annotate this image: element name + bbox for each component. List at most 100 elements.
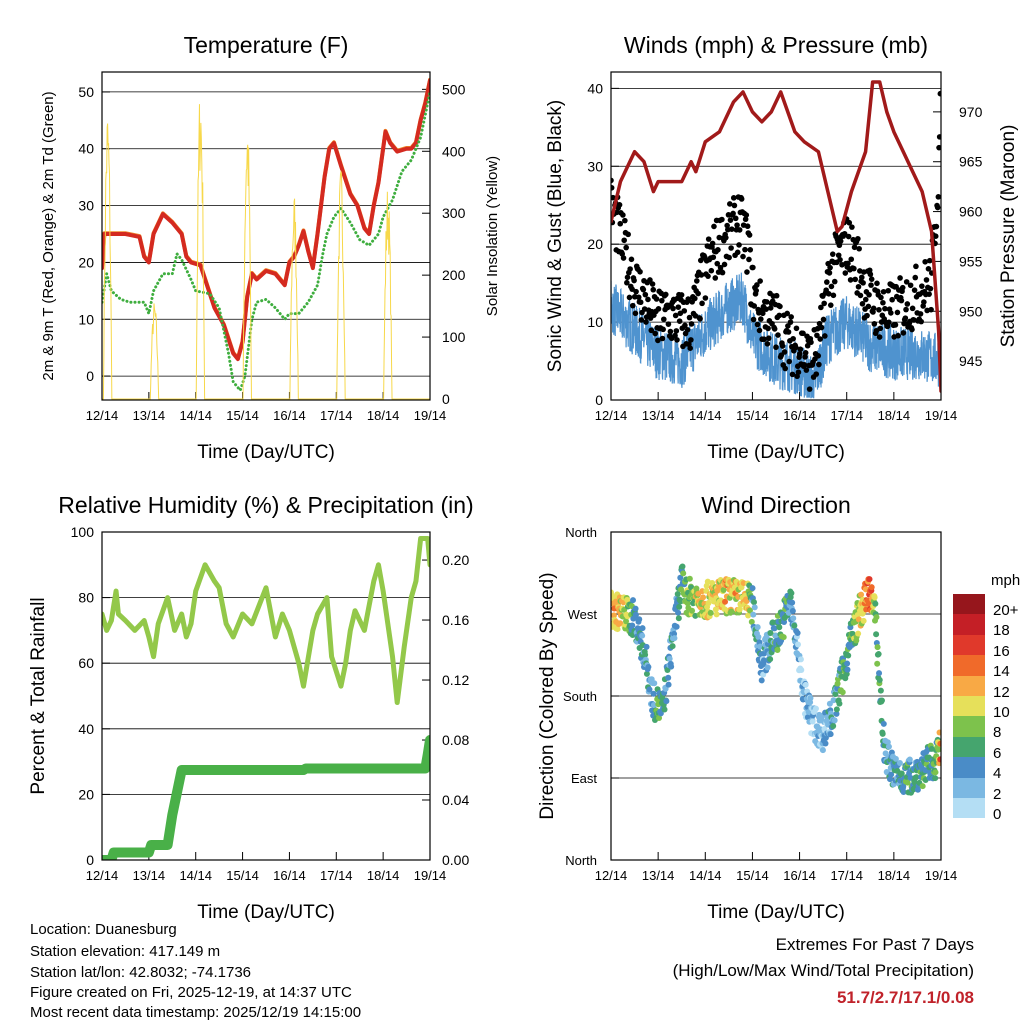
wind-direction-point (788, 590, 795, 597)
wind-direction-point (639, 632, 646, 639)
gust-point (673, 328, 680, 334)
plot-frame (101, 71, 431, 401)
gust-point (751, 303, 758, 309)
gust-point (686, 314, 693, 321)
gust-point (763, 299, 770, 305)
wind-direction-point (804, 714, 811, 721)
wind-direction-point (665, 674, 672, 681)
gust-point (702, 295, 709, 301)
gust-point (726, 254, 732, 261)
x-axis-label: Time (Day/UTC) (197, 902, 335, 923)
gust-point (653, 296, 660, 302)
x-tick-label: 17/14 (320, 868, 353, 883)
gust-point (876, 334, 883, 340)
y2-tick-label: 300 (442, 205, 466, 221)
gust-point (837, 256, 843, 263)
x-tick-label: 12/14 (595, 408, 628, 423)
gust-point (632, 310, 639, 317)
x-tick-label: 17/14 (830, 868, 863, 883)
gust-point (927, 285, 934, 292)
gust-point (756, 327, 763, 334)
gust-point (682, 322, 688, 329)
legend-label: 0 (993, 806, 1002, 823)
wind-direction-point (822, 740, 829, 747)
x-tick-label: 15/14 (226, 868, 259, 883)
wind-direction-point (666, 655, 673, 662)
legend-label: 16 (993, 642, 1010, 660)
legend-swatch (953, 716, 985, 737)
y2-tick-label: 950 (959, 303, 983, 319)
wind-direction-point (755, 633, 762, 640)
x-tick-label: 14/14 (689, 868, 722, 883)
wind-direction-point (636, 616, 643, 623)
wind-direction-point (873, 631, 880, 638)
wind-direction-point (812, 705, 819, 712)
wind-direction-point (746, 607, 753, 614)
wind-direction-point (830, 723, 837, 730)
legend-item: 10 (953, 696, 1013, 721)
gust-point (845, 260, 851, 267)
wind-direction-point (932, 775, 939, 782)
plot-area (102, 77, 430, 400)
x-tick-label: 12/14 (86, 868, 119, 883)
gust-point (870, 305, 877, 312)
total-precipitation-series (102, 735, 430, 860)
gust-point (672, 312, 679, 319)
wind-direction-point (760, 671, 767, 678)
y2-tick-label: 400 (442, 143, 466, 159)
wind-direction-point (888, 771, 895, 778)
x-tick-label: 19/14 (925, 408, 958, 423)
y-tick-label: 0 (595, 392, 603, 408)
gust-point (827, 264, 833, 271)
gust-point (728, 226, 735, 232)
legend-swatch (953, 757, 985, 778)
gust-point (786, 358, 792, 365)
gust-point (670, 305, 676, 312)
wind-direction-point (906, 756, 913, 763)
gust-point (803, 367, 810, 373)
wind-direction-point (689, 607, 696, 614)
gust-point (788, 314, 794, 320)
gust-point (800, 330, 806, 337)
gust-point (918, 318, 924, 325)
gust-point (719, 216, 725, 223)
gust-point (775, 332, 781, 338)
wind-direction-point (748, 618, 755, 625)
gust-point (919, 283, 925, 289)
gust-point (674, 337, 680, 343)
wind-direction-point (827, 731, 834, 738)
gust-point (665, 321, 672, 327)
wind-direction-point (646, 686, 653, 693)
gust-point (880, 299, 886, 306)
gust-point (698, 272, 705, 278)
gust-point (736, 227, 743, 233)
gust-point (913, 263, 919, 270)
gust-point (777, 303, 783, 310)
wind-direction-point (736, 606, 743, 613)
gust-point (917, 311, 924, 317)
extremes-title: Extremes For Past 7 Days (775, 935, 974, 954)
wind-direction-point (668, 663, 675, 670)
gust-point (902, 315, 909, 321)
wind-direction-point (798, 667, 805, 674)
wind-direction-point (767, 656, 774, 663)
gust-point (856, 245, 862, 252)
wind-direction-point (844, 666, 851, 673)
y2-tick-label: 0.12 (442, 672, 469, 688)
y2-tick-label: 0.16 (442, 612, 469, 628)
y2-tick-label: 0.20 (442, 552, 469, 568)
gust-point (661, 316, 667, 323)
wind-direction-point (904, 779, 911, 786)
gust-point (936, 144, 941, 151)
gust-point (642, 291, 649, 298)
gust-point (776, 312, 783, 319)
9m-t-series (102, 77, 430, 361)
gust-point (829, 251, 836, 257)
x-tick-label: 13/14 (642, 868, 675, 883)
legend-label: 20+ (993, 602, 1019, 619)
legend-item: 16 (953, 634, 1013, 660)
wind-direction-point (758, 677, 765, 684)
wind-direction-point (832, 691, 839, 698)
footer-created: Figure created on Fri, 2025-12-19, at 14… (30, 984, 352, 1001)
legend-swatch (953, 655, 985, 676)
